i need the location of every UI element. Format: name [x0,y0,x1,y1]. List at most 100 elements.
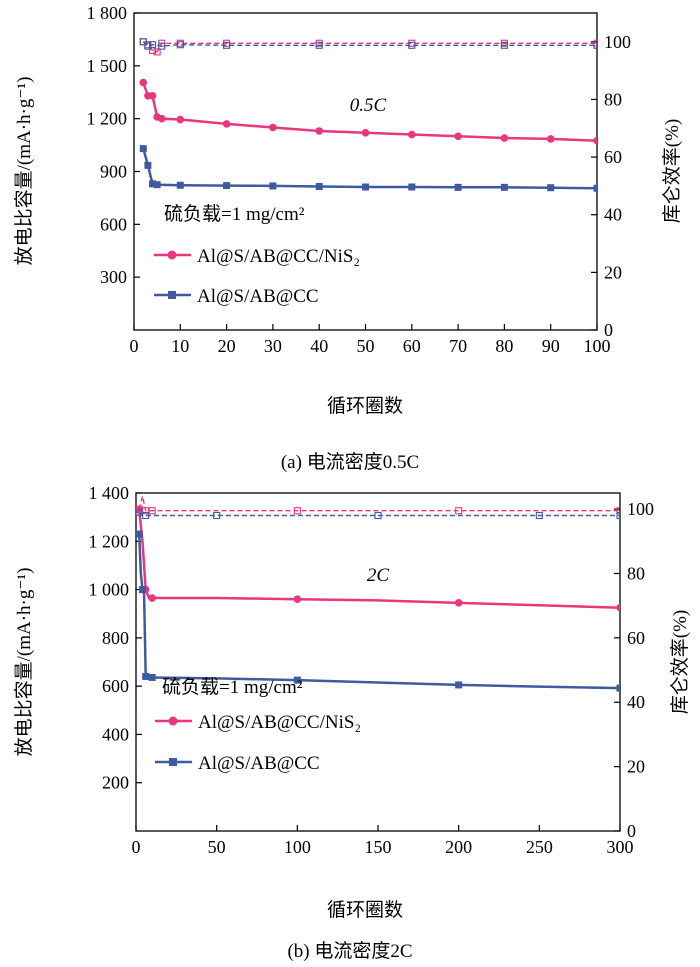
ce-marker-2-8 [455,507,463,515]
y2-tick-label-0: 0 [627,821,636,841]
capacity-marker-0-4 [157,114,166,123]
x-tick-label-1: 10 [171,336,189,356]
capacity-marker-0-7 [269,123,277,132]
capacity-marker-1-4 [142,672,150,680]
capacity-marker-0-6 [293,595,302,604]
capacity-marker-1-10 [454,183,462,191]
x-tick-label-2: 20 [218,336,236,356]
x-tick-label-10: 100 [584,336,611,356]
x-tick-label-0: 0 [132,837,141,857]
y-tick-label-0: 300 [100,267,127,287]
y2-tick-label-2: 40 [604,205,622,225]
ce-marker-3-4 [176,41,184,49]
ce-marker-3-9 [616,511,620,520]
x-tick-label-9: 90 [542,336,560,356]
x-axis-label: 循环圈数 [327,899,403,921]
series-line-2 [138,496,620,512]
chart-panel-b: 200 400 600 800 1 000 1 200 1 400 0 20 40 60 80 100… [13,483,691,962]
y-tick-label-4: 1 500 [87,56,128,76]
y2-tick-label-2: 40 [627,692,645,712]
y2-axis-ticks: 0 20 40 60 80 100 [614,499,654,841]
ce-marker-3-0 [139,38,147,46]
ce-marker-3-8 [535,511,543,520]
ce-marker-3-4 [213,511,221,520]
y2-tick-label-3: 60 [627,628,645,648]
capacity-marker-0-0 [139,78,148,87]
capacity-marker-1-8 [362,183,369,191]
legend-label-abcc: Al@S/AB@CC [197,286,319,307]
ce-marker-3-6 [315,41,323,49]
series-1 [136,530,620,692]
ce-marker-3-6 [374,511,382,520]
capacity-marker-0-2 [148,91,157,100]
x-tick-label-0: 0 [130,336,139,356]
x-tick-label-3: 30 [264,336,282,356]
series-line-1 [137,533,620,690]
legend: Al@S/AB@CC/NiS₂ Al@S/AB@CC [155,712,361,774]
ce-marker-3-9 [593,41,597,49]
y-tick-label-0: 200 [102,773,129,793]
capacity-marker-0-8 [315,127,324,135]
capacity-marker-0-12 [500,134,509,142]
x-tick-label-3: 150 [365,837,392,857]
y-axis-ticks: 200 400 600 800 1 000 1 200 1 400 [89,483,142,793]
capacity-marker-1-13 [593,184,597,192]
ce-marker-2-6 [293,507,301,515]
series-line-1 [142,148,597,190]
capacity-marker-1-0 [136,530,143,538]
series-line-3 [138,511,620,517]
y2-tick-label-4: 80 [604,89,622,109]
y2-axis-ticks: 0 20 40 60 80 100 [591,32,631,340]
legend-marker-abcc [169,758,177,766]
y-tick-label-4: 1 000 [89,580,130,600]
capacity-marker-1-6 [269,182,277,190]
series-line-2 [142,41,597,53]
capacity-marker-0-5 [176,115,185,124]
y2-tick-label-1: 20 [627,757,645,777]
capacity-marker-0-9 [361,128,370,137]
ce-marker-2-4 [148,507,156,515]
y-tick-label-3: 1 200 [87,109,128,129]
legend-marker-nis2 [167,250,177,260]
series-line-3 [142,41,597,47]
capacity-marker-0-13 [546,135,555,143]
y2-axis-label: 库仑效率(%) [669,610,691,714]
capacity-marker-1-7 [315,182,323,190]
sulfur-loading-label: 硫负载=1 mg/cm² [164,203,305,225]
ce-marker-3-5 [223,41,231,49]
legend-label-nis2: Al@S/AB@CC/NiS₂ [198,712,361,733]
y-tick-label-6: 1 400 [89,483,130,503]
capacity-marker-1-11 [500,183,508,191]
rate-annotation: 0.5C [350,95,387,116]
x-tick-label-5: 250 [526,837,553,857]
capacity-marker-1-2 [138,586,146,594]
x-axis-label: 循环圈数 [327,395,403,417]
caption-a: (a) 电流密度0.5C [281,451,419,473]
series-3 [139,38,597,50]
y-axis-label: 放电比容量/(mA·h·g⁻¹) [13,77,35,266]
y-tick-label-2: 600 [102,676,129,696]
y-axis-ticks: 300 600 900 1 200 1 500 1 800 [87,3,140,287]
capacity-marker-1-4 [176,181,184,189]
capacity-marker-1-9 [408,183,416,191]
y2-tick-label-0: 0 [604,320,613,340]
x-axis-ticks: 0 50 100 150 200 250 300 [132,825,634,857]
x-tick-label-2: 100 [284,837,311,857]
series-line-0 [137,509,620,609]
plot-frame [135,492,621,832]
capacity-marker-0-8 [454,599,463,607]
series-2 [139,38,597,56]
ce-marker-3-1 [144,42,152,50]
capacity-marker-1-10 [455,681,463,689]
series-3 [136,508,620,520]
ce-marker-3-2 [142,511,150,520]
y-tick-label-3: 800 [102,628,129,648]
legend: Al@S/AB@CC/NiS₂ Al@S/AB@CC [154,246,360,307]
rate-annotation: 2C [367,565,390,586]
capacity-marker-0-4 [148,594,156,602]
capacity-marker-0-6 [222,120,231,128]
y2-axis-label: 库仑效率(%) [661,119,683,223]
legend-marker-abcc [168,291,176,299]
